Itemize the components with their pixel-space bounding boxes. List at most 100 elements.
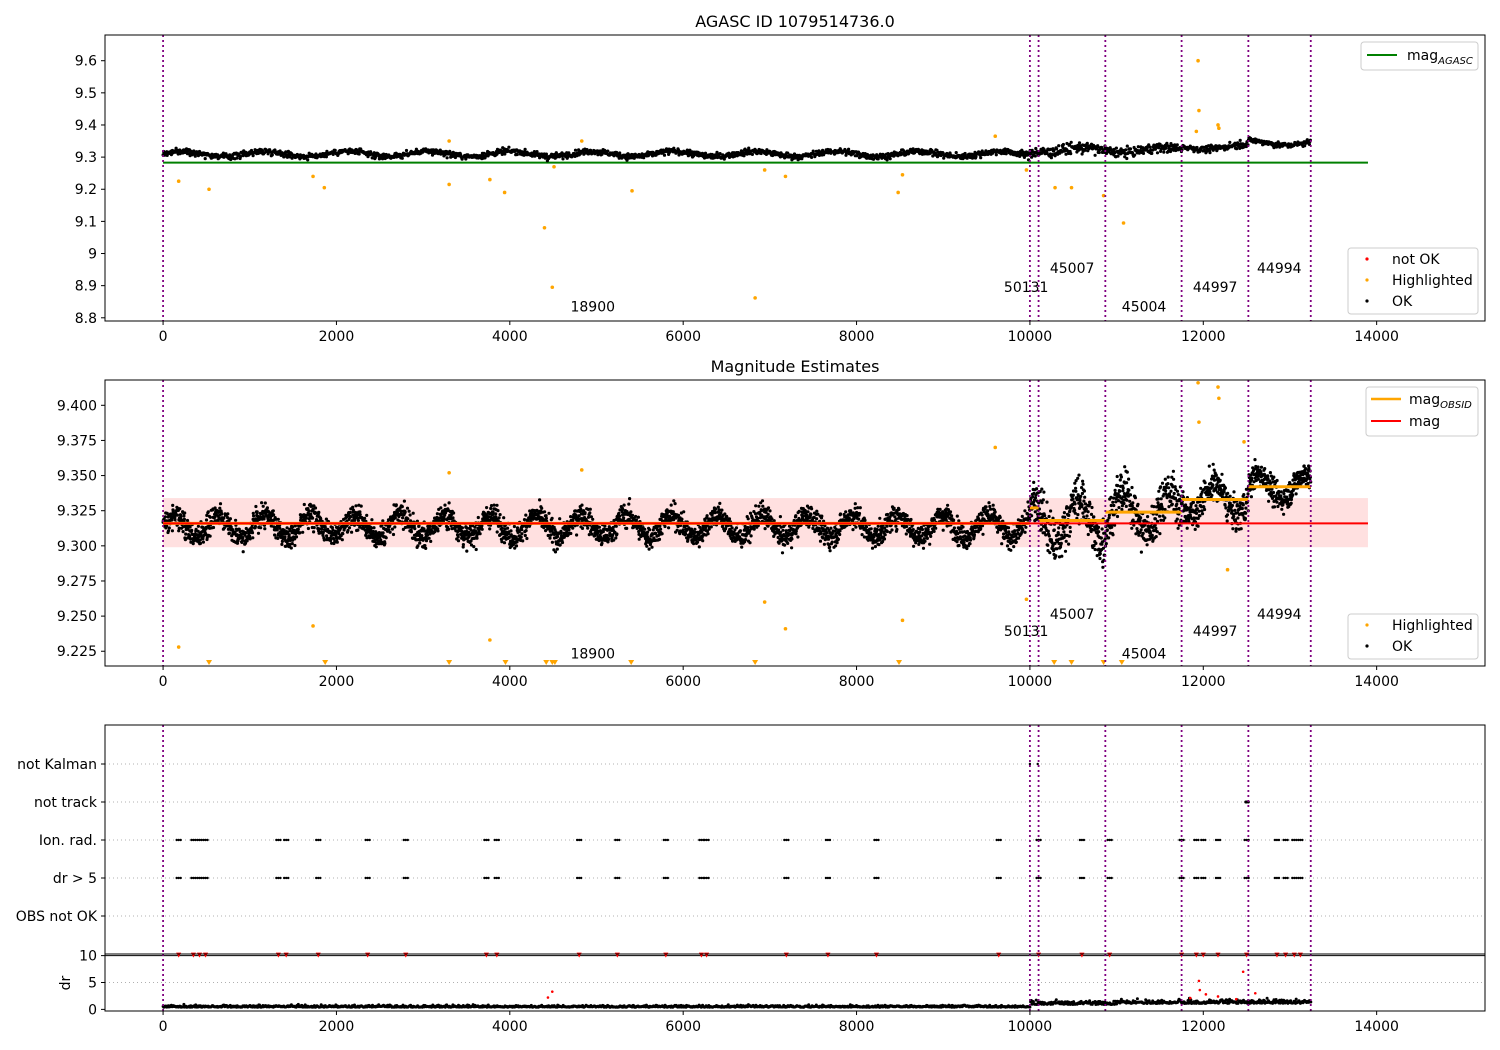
- ok-point: [394, 503, 398, 507]
- ok-point: [500, 532, 504, 536]
- ok-point: [1125, 156, 1129, 161]
- ok-point: [527, 524, 532, 528]
- x-tick-label: 2000: [319, 674, 355, 690]
- ok-point: [792, 518, 796, 523]
- ok-point: [289, 536, 293, 540]
- ok-point: [222, 526, 226, 530]
- ok-point: [772, 534, 776, 539]
- ok-point: [622, 516, 626, 520]
- ok-point: [794, 532, 798, 536]
- x-tick-label: 6000: [665, 674, 701, 690]
- ok-point: [324, 155, 328, 159]
- ok-point: [637, 537, 641, 541]
- y-tick-label: 9.275: [57, 574, 97, 590]
- ok-point: [778, 515, 783, 519]
- ok-point: [675, 528, 679, 532]
- ok-point: [777, 541, 781, 545]
- ok-point: [263, 527, 267, 531]
- ok-point: [481, 517, 485, 521]
- ok-point: [646, 530, 650, 534]
- ok-point: [638, 524, 643, 528]
- ok-point: [1133, 153, 1137, 157]
- ok-point: [275, 528, 279, 532]
- ok-point: [705, 514, 709, 518]
- ok-point: [678, 532, 682, 536]
- ok-point: [436, 529, 440, 533]
- ok-point: [811, 149, 815, 153]
- ok-point: [497, 516, 501, 520]
- ok-point: [185, 518, 190, 523]
- ok-point: [740, 545, 744, 549]
- ok-point: [468, 524, 473, 528]
- ok-point: [1147, 143, 1151, 147]
- obsid-label: 50131: [1004, 280, 1049, 296]
- ok-point: [472, 545, 476, 549]
- ok-point: [779, 525, 783, 529]
- ok-point: [748, 511, 753, 515]
- ok-point: [400, 156, 404, 160]
- ok-point: [391, 532, 396, 537]
- y-tick-label: 9.5: [75, 86, 97, 102]
- ok-point: [1052, 148, 1056, 152]
- highlighted-point: [1121, 221, 1126, 225]
- ok-point: [718, 501, 722, 505]
- ok-point: [577, 514, 581, 518]
- ok-point: [204, 533, 208, 537]
- ok-point: [456, 539, 461, 543]
- ok-point: [325, 534, 329, 538]
- ok-point: [725, 515, 729, 520]
- ok-point: [847, 147, 851, 151]
- ok-point: [834, 527, 838, 532]
- ok-point: [621, 507, 625, 511]
- ok-point: [307, 509, 311, 513]
- ok-point: [1208, 151, 1212, 155]
- ok-point: [405, 506, 410, 510]
- ok-point: [241, 538, 245, 543]
- ok-point: [253, 524, 257, 529]
- ok-point: [717, 508, 721, 512]
- ok-point: [579, 507, 583, 511]
- ok-point: [445, 156, 449, 160]
- ok-point: [606, 149, 610, 153]
- ok-point: [226, 516, 230, 520]
- ok-point: [1083, 148, 1087, 152]
- ok-point: [698, 525, 702, 529]
- ok-point: [747, 529, 752, 534]
- ok-point: [703, 151, 708, 155]
- highlighted-point: [1196, 58, 1200, 63]
- ok-point: [428, 524, 432, 528]
- ok-point: [413, 527, 417, 531]
- highlighted-point: [488, 177, 492, 182]
- ok-point: [669, 503, 673, 507]
- ok-point: [1164, 146, 1168, 150]
- highlighted-point: [1053, 185, 1057, 190]
- ok-point: [660, 532, 664, 536]
- ok-point: [963, 151, 967, 156]
- ok-point: [294, 535, 299, 539]
- ok-point: [571, 518, 575, 523]
- ok-point: [193, 154, 197, 158]
- ok-point: [179, 514, 183, 519]
- ok-point: [418, 541, 422, 545]
- ok-point: [451, 150, 455, 154]
- ok-point: [1034, 146, 1038, 151]
- ok-point: [321, 530, 325, 535]
- ok-point: [748, 541, 752, 545]
- ok-point: [509, 533, 513, 537]
- agasc-magnitude-panel: AGASC ID 1079514736.0 0 2000 4000 6000 8000 1…: [75, 12, 1486, 345]
- legend-marker-highlighted: [1365, 278, 1369, 282]
- highlighted-point: [753, 296, 757, 300]
- ok-point: [1238, 138, 1242, 142]
- ok-point: [1150, 151, 1154, 155]
- panel-title: AGASC ID 1079514736.0: [695, 12, 895, 31]
- ok-point: [461, 543, 465, 547]
- ok-point: [302, 502, 306, 507]
- highlighted-point: [447, 182, 451, 187]
- ok-point: [1064, 152, 1068, 156]
- ok-point: [368, 536, 372, 540]
- obsid-label: 44997: [1193, 280, 1238, 296]
- ok-point: [763, 527, 767, 531]
- ok-point: [885, 158, 889, 162]
- ok-point: [163, 515, 167, 519]
